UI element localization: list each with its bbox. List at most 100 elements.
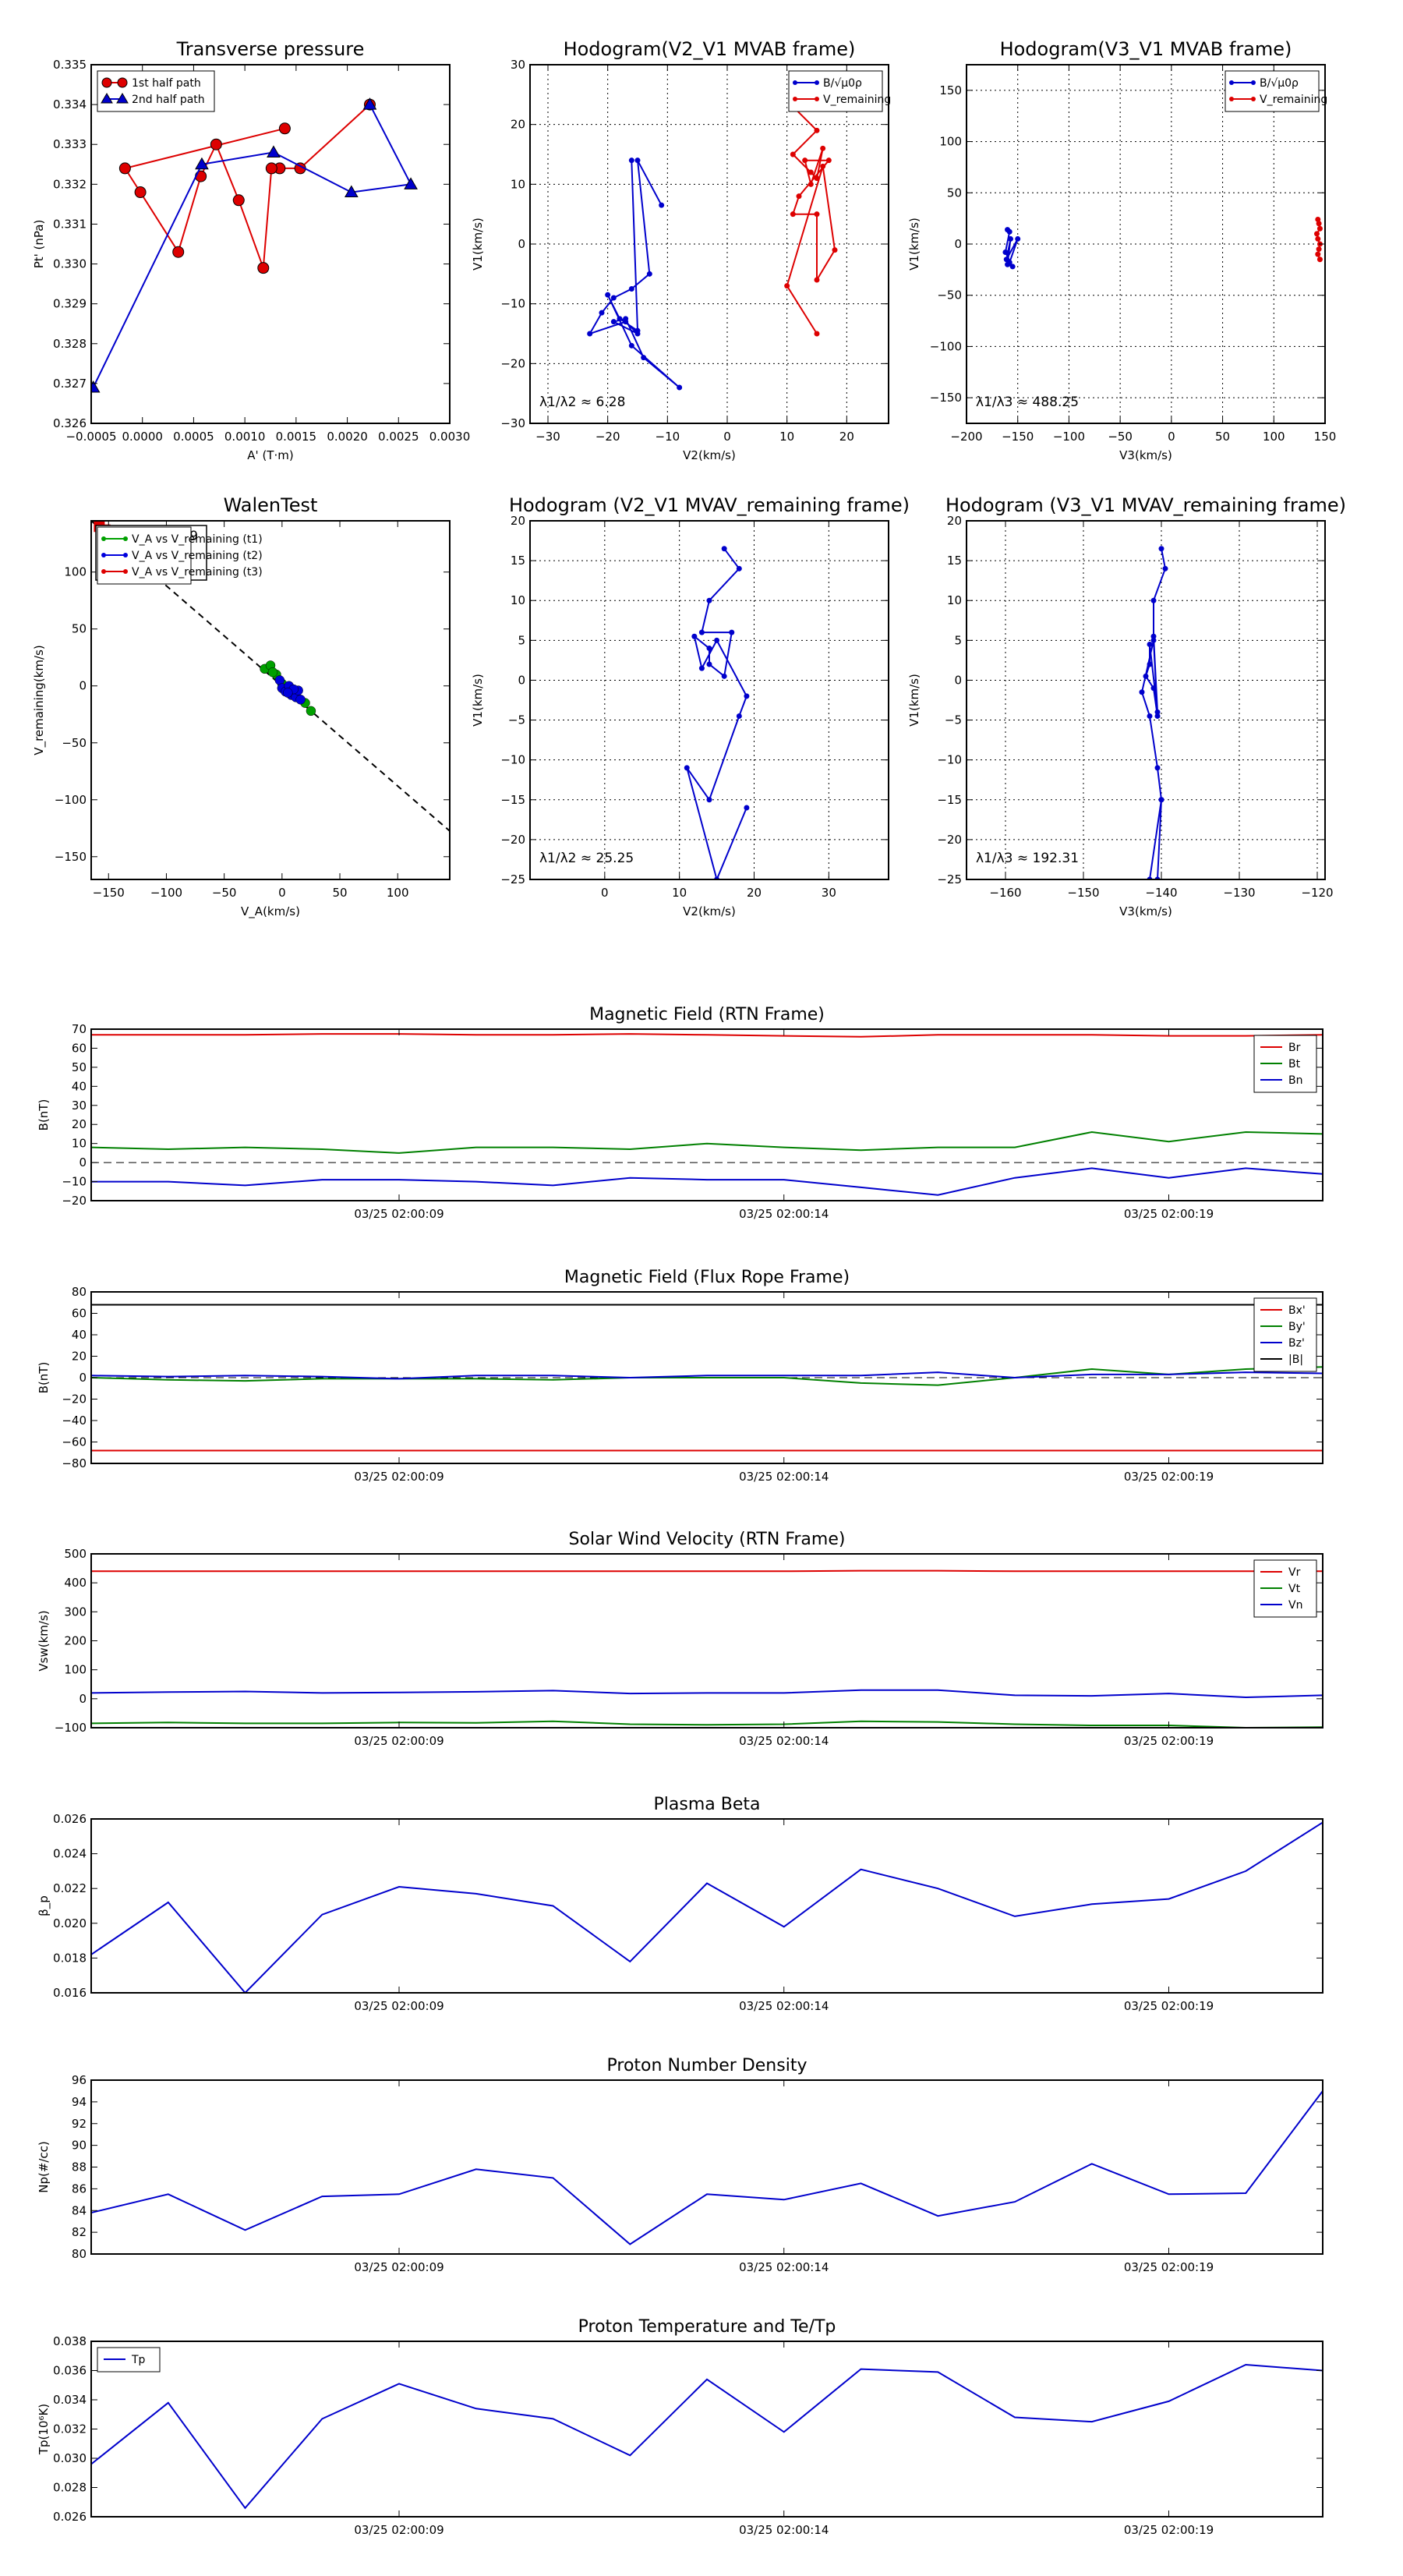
series-line-By' <box>91 1366 1323 1386</box>
y-tick-label: 0 <box>954 673 962 687</box>
data-point <box>634 157 641 164</box>
y-axis-label: V1(km/s) <box>907 674 921 727</box>
chart-title: Hodogram (V2_V1 MVAV_remaining frame) <box>509 494 910 516</box>
legend-marker <box>793 80 797 85</box>
data-point <box>1315 216 1321 222</box>
y-tick-label: 40 <box>72 1079 87 1093</box>
x-tick-label: 0.0020 <box>327 430 368 444</box>
y-tick-label: 0 <box>954 237 962 251</box>
data-point <box>814 277 820 283</box>
plot-area-magnetic_field_rtn <box>91 1033 1323 1196</box>
y-tick-label: −30 <box>500 416 525 430</box>
x-tick-label: 03/25 02:00:19 <box>1124 2523 1214 2537</box>
y-tick-label: 0.328 <box>53 337 87 351</box>
axes-frame <box>90 1553 1323 1729</box>
axes-frame <box>90 64 451 424</box>
y-tick-label: 10 <box>947 593 962 607</box>
y-tick-label: 20 <box>72 1350 87 1364</box>
series-line-Np <box>91 2090 1323 2245</box>
y-tick-label: 0 <box>518 673 525 687</box>
y-tick-label: 0 <box>79 1155 87 1169</box>
y-tick-label: 0.022 <box>53 1881 87 1895</box>
y-tick-label: −80 <box>62 1456 87 1470</box>
data-point <box>623 316 629 322</box>
x-tick-label: 50 <box>1215 430 1230 444</box>
y-tick-label: 90 <box>72 2139 87 2153</box>
y-tick-label: 5 <box>954 633 962 647</box>
y-tick-label: 0.332 <box>53 177 87 191</box>
data-point <box>210 138 222 150</box>
y-tick-label: −100 <box>55 793 87 807</box>
x-tick-label: 03/25 02:00:19 <box>1124 1207 1214 1221</box>
x-tick-label: 03/25 02:00:09 <box>354 2260 444 2274</box>
x-tick-label: −50 <box>212 886 237 900</box>
x-tick-label: 20 <box>839 430 854 444</box>
plot-area-hodogram_v3_v1_mvab <box>1002 216 1323 270</box>
plot-area-hodogram_v2_v1_mvab <box>587 104 838 391</box>
x-tick-label: 03/25 02:00:09 <box>354 1999 444 2013</box>
x-axis-label: V2(km/s) <box>683 448 736 462</box>
series-line-Br <box>91 1033 1323 1038</box>
data-point <box>605 292 611 298</box>
data-point <box>1015 235 1021 242</box>
x-tick-label: 0.0000 <box>122 430 163 444</box>
chart-title: Magnetic Field (Flux Rope Frame) <box>564 1268 850 1287</box>
y-tick-label: 15 <box>947 554 962 568</box>
data-point <box>283 688 293 698</box>
x-tick-label: 03/25 02:00:14 <box>739 1207 829 1221</box>
data-point <box>1162 565 1168 571</box>
y-tick-label: 70 <box>72 1022 87 1036</box>
data-point <box>698 665 705 671</box>
y-tick-label: 100 <box>64 1663 87 1677</box>
y-tick-label: 0.034 <box>53 2393 87 2407</box>
y-tick-label: 84 <box>72 2203 87 2217</box>
data-point <box>1316 257 1323 263</box>
legend-marker <box>123 569 128 574</box>
y-tick-label: −5 <box>508 713 525 727</box>
data-point <box>195 157 209 170</box>
y-tick-label: −50 <box>62 736 87 750</box>
data-point <box>587 331 593 337</box>
data-point <box>814 127 820 133</box>
y-axis-label: Vsw(km/s) <box>37 1610 51 1671</box>
x-axis-label: V2(km/s) <box>683 904 736 918</box>
y-tick-label: 0.329 <box>53 297 87 311</box>
x-tick-label: 03/25 02:00:14 <box>739 1470 829 1484</box>
y-tick-label: 94 <box>72 2095 87 2109</box>
data-point <box>706 597 712 603</box>
data-point <box>796 193 802 200</box>
chart-title: Proton Temperature and Te/Tp <box>578 2317 836 2337</box>
legend-label: |B| <box>1288 1353 1303 1366</box>
y-tick-label: 200 <box>64 1634 87 1648</box>
legend-label: Bx' <box>1288 1304 1306 1317</box>
legend-marker <box>123 553 128 557</box>
y-tick-label: 0.026 <box>53 2510 87 2524</box>
y-tick-label: 5 <box>518 633 525 647</box>
y-tick-label: 500 <box>64 1547 87 1561</box>
data-point <box>134 186 147 199</box>
plot-area-hodogram_v2_v1_mvav <box>684 546 750 879</box>
data-point <box>265 162 277 175</box>
data-point <box>1315 235 1321 242</box>
x-tick-label: 0.0010 <box>224 430 266 444</box>
x-tick-label: 03/25 02:00:14 <box>739 2523 829 2537</box>
legend-marker <box>101 553 106 557</box>
x-tick-label: −150 <box>1067 886 1099 900</box>
y-axis-label: V1(km/s) <box>471 218 485 271</box>
legend-label: Bt <box>1288 1058 1301 1070</box>
panel-proton_density: 03/25 02:00:09 03/25 02:00:14 03/25 02:00:… <box>37 2056 1323 2274</box>
y-tick-label: 100 <box>939 135 962 149</box>
y-tick-label: 0.018 <box>53 1951 87 1965</box>
data-point <box>729 629 735 635</box>
x-tick-label: 03/25 02:00:09 <box>354 1734 444 1748</box>
data-point <box>721 546 727 552</box>
axes-frame <box>90 1818 1323 1994</box>
data-point <box>706 797 712 803</box>
y-tick-label: 0.016 <box>53 1986 87 2000</box>
data-point <box>617 316 623 322</box>
data-point <box>1313 231 1320 237</box>
y-tick-label: 0 <box>518 237 525 251</box>
lambda-ratio-annotation: λ1/λ3 ≈ 192.31 <box>976 851 1079 866</box>
y-tick-label: 0.326 <box>53 416 87 430</box>
